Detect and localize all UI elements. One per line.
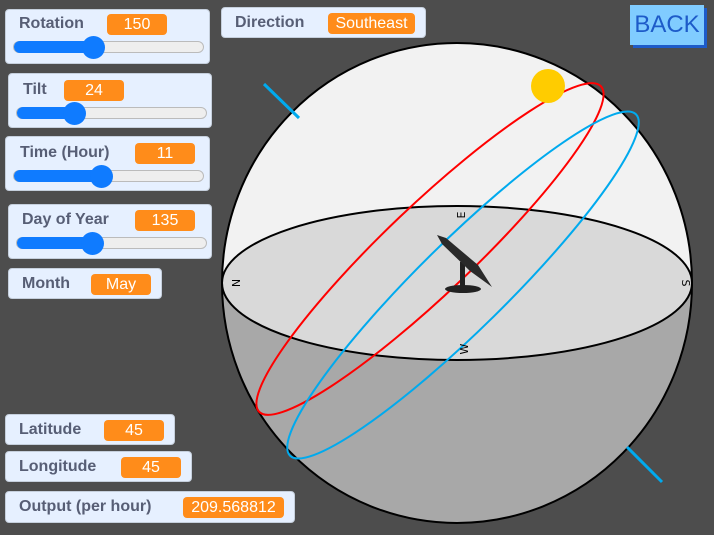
tilt-value: 24 (64, 80, 124, 101)
axis-tick-top (262, 82, 301, 120)
time-slider[interactable] (13, 165, 204, 188)
slider-thumb[interactable] (81, 36, 105, 59)
day-slider[interactable] (16, 232, 207, 255)
longitude-value: 45 (121, 457, 181, 478)
sun-icon (531, 69, 565, 103)
solar-panel-icon (437, 235, 492, 293)
slider-thumb[interactable] (62, 102, 86, 125)
output-monitor: Output (per hour) 209.568812 (5, 491, 295, 523)
sphere-outline (221, 42, 693, 524)
direction-label: Direction (235, 14, 305, 31)
compass-s: S (679, 280, 692, 287)
longitude-label: Longitude (19, 458, 97, 475)
day-value: 135 (135, 210, 195, 231)
axis-tick-bottom (625, 445, 664, 484)
longitude-monitor: Longitude 45 (5, 451, 192, 482)
latitude-label: Latitude (19, 421, 82, 438)
latitude-monitor: Latitude 45 (5, 414, 175, 445)
rotation-slider[interactable] (13, 36, 204, 59)
time-value: 11 (135, 143, 195, 164)
tilt-monitor: Tilt 24 (8, 73, 212, 128)
direction-monitor: Direction Southeast (221, 7, 426, 38)
time-monitor: Time (Hour) 11 (5, 136, 210, 191)
compass-w: W (458, 343, 471, 354)
slider-thumb[interactable] (89, 165, 113, 188)
output-label: Output (per hour) (19, 498, 152, 515)
back-button[interactable]: BACK (630, 5, 704, 45)
compass-n: N (229, 279, 242, 287)
time-label: Time (Hour) (20, 144, 110, 161)
rotation-monitor: Rotation 150 (5, 9, 210, 64)
day-label: Day of Year (22, 211, 109, 228)
direction-value: Southeast (328, 13, 415, 34)
tilt-label: Tilt (23, 81, 47, 98)
month-label: Month (22, 275, 70, 292)
rotation-value: 150 (107, 14, 167, 35)
slider-thumb[interactable] (80, 232, 104, 255)
month-value: May (91, 274, 151, 295)
equator-path (286, 110, 640, 460)
tilt-slider[interactable] (16, 102, 207, 125)
month-monitor: Month May (8, 268, 162, 299)
latitude-value: 45 (104, 420, 164, 441)
output-value: 209.568812 (183, 497, 284, 518)
rotation-label: Rotation (19, 15, 84, 32)
day-monitor: Day of Year 135 (8, 204, 212, 259)
compass-e: E (455, 211, 468, 218)
